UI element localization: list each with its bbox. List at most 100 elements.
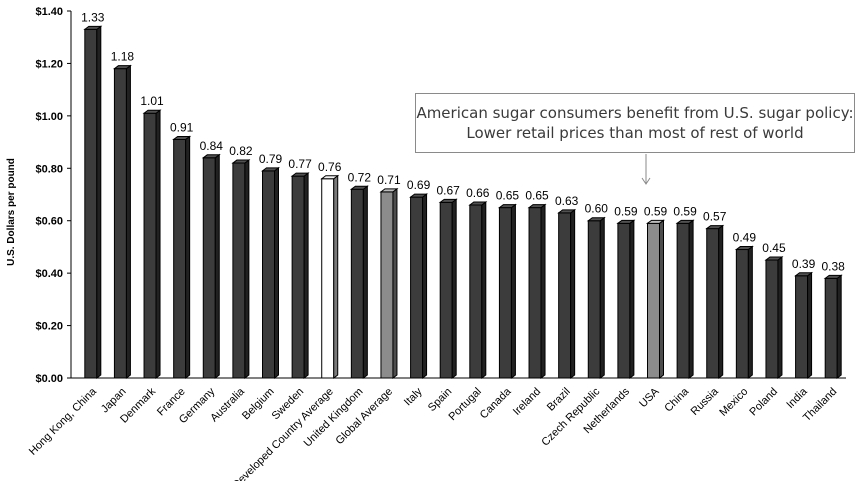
data-label: 0.77: [288, 157, 312, 171]
bar-top: [231, 159, 251, 164]
data-label: 0.59: [673, 204, 697, 218]
bar-front: [113, 68, 127, 379]
data-label: 0.59: [614, 204, 638, 218]
x-tick-label: Canada: [478, 385, 514, 421]
data-label: 0.49: [733, 231, 757, 245]
bar-top: [261, 167, 280, 172]
bar-side: [392, 187, 398, 379]
bar-front: [84, 28, 98, 379]
bar-top: [734, 246, 754, 251]
bar: [231, 159, 251, 379]
data-label: 0.57: [703, 210, 727, 224]
bar-front: [321, 178, 335, 379]
bar-top: [142, 109, 162, 114]
data-label: 0.39: [792, 257, 816, 271]
x-tick-label: China: [662, 385, 691, 414]
data-label: 0.76: [318, 160, 342, 174]
bar-top: [497, 204, 517, 209]
bar-front: [498, 207, 512, 379]
bar-side: [422, 193, 428, 379]
bar-top: [320, 175, 340, 180]
bar-front: [262, 170, 275, 379]
bar: [586, 216, 606, 379]
y-axis: $0.00 $0.20 $0.40 $0.60 $0.80 $1.00 $1.20 $1.40: [35, 6, 846, 385]
y-tick-label: $0.40: [35, 268, 63, 280]
bars: 1.33 1.18 1.01 0.91 0.84 0.82 0.79 0.77 0.76 0.72…: [81, 10, 845, 379]
bar-top: [646, 219, 665, 224]
data-label: 0.65: [496, 189, 520, 203]
bar: [557, 208, 577, 379]
bar-front: [647, 222, 660, 379]
bar-side: [777, 256, 783, 379]
bar: [290, 172, 310, 379]
bar-top: [705, 225, 725, 230]
x-tick-label: Hong Kong, China: [27, 385, 100, 458]
annotation-box: American sugar consumers benefit from U.…: [415, 93, 855, 153]
bar-side: [540, 203, 546, 379]
bar-side: [333, 174, 339, 379]
bar-front: [735, 249, 749, 379]
y-tick-label: $0.20: [35, 321, 63, 333]
bar-front: [202, 157, 216, 379]
x-tick-label: USA: [637, 385, 662, 410]
bar: [320, 174, 340, 379]
x-tick-label: India: [784, 385, 810, 411]
bar-side: [303, 172, 309, 379]
bar-top: [290, 172, 310, 177]
bar-front: [706, 228, 720, 379]
bar-top: [468, 201, 488, 206]
bar-top: [409, 193, 429, 198]
bar: [823, 274, 843, 379]
y-tick-label: $0.00: [35, 373, 63, 385]
y-axis-label: U.S. Dollars per pound: [6, 158, 17, 266]
bar-front: [617, 222, 631, 379]
bar-top: [438, 198, 458, 203]
bar-front: [824, 277, 838, 379]
bar-side: [688, 219, 694, 379]
bar: [616, 219, 636, 379]
x-tick-label: Mexico: [717, 386, 750, 419]
bar-side: [214, 153, 220, 379]
bar-side: [510, 203, 516, 379]
data-label: 0.79: [259, 152, 283, 166]
x-tick-label: Belgium: [240, 386, 277, 423]
bar-front: [350, 188, 364, 379]
bar-side: [807, 271, 813, 379]
bar-front: [173, 138, 187, 379]
bar-top: [527, 204, 547, 209]
bar-front: [380, 191, 394, 379]
bar: [83, 25, 103, 379]
bar-top: [586, 217, 606, 222]
bar-front: [291, 175, 305, 379]
bar-side: [659, 219, 664, 379]
bar-front: [765, 259, 779, 379]
bar-top: [349, 185, 369, 190]
data-label: 0.84: [200, 139, 224, 153]
bar-front: [439, 201, 453, 379]
bar-top: [616, 219, 636, 224]
bar-side: [481, 200, 487, 379]
bar-side: [125, 64, 131, 379]
bar-top: [764, 256, 784, 261]
y-tick-label: $1.20: [35, 58, 63, 70]
bar-front: [528, 207, 542, 379]
bar-side: [155, 109, 161, 379]
data-label: 0.60: [585, 202, 609, 216]
bar-side: [451, 198, 457, 379]
bar: [675, 219, 695, 379]
x-tick-label: Brazil: [545, 386, 573, 414]
bar: [764, 256, 784, 379]
bar: [734, 245, 754, 379]
bar-side: [274, 166, 279, 379]
bar-front: [469, 204, 483, 379]
data-label: 1.33: [81, 10, 105, 24]
data-label: 0.67: [437, 183, 461, 197]
bar: [794, 271, 814, 379]
bar-top: [112, 65, 132, 70]
annotation-line-2: Lower retail prices than most of rest of…: [466, 124, 804, 142]
data-label: 0.69: [407, 178, 431, 192]
arrow-head: [641, 177, 651, 185]
bar-side: [185, 135, 191, 379]
bar-front: [795, 275, 809, 379]
data-label: 1.01: [140, 94, 164, 108]
